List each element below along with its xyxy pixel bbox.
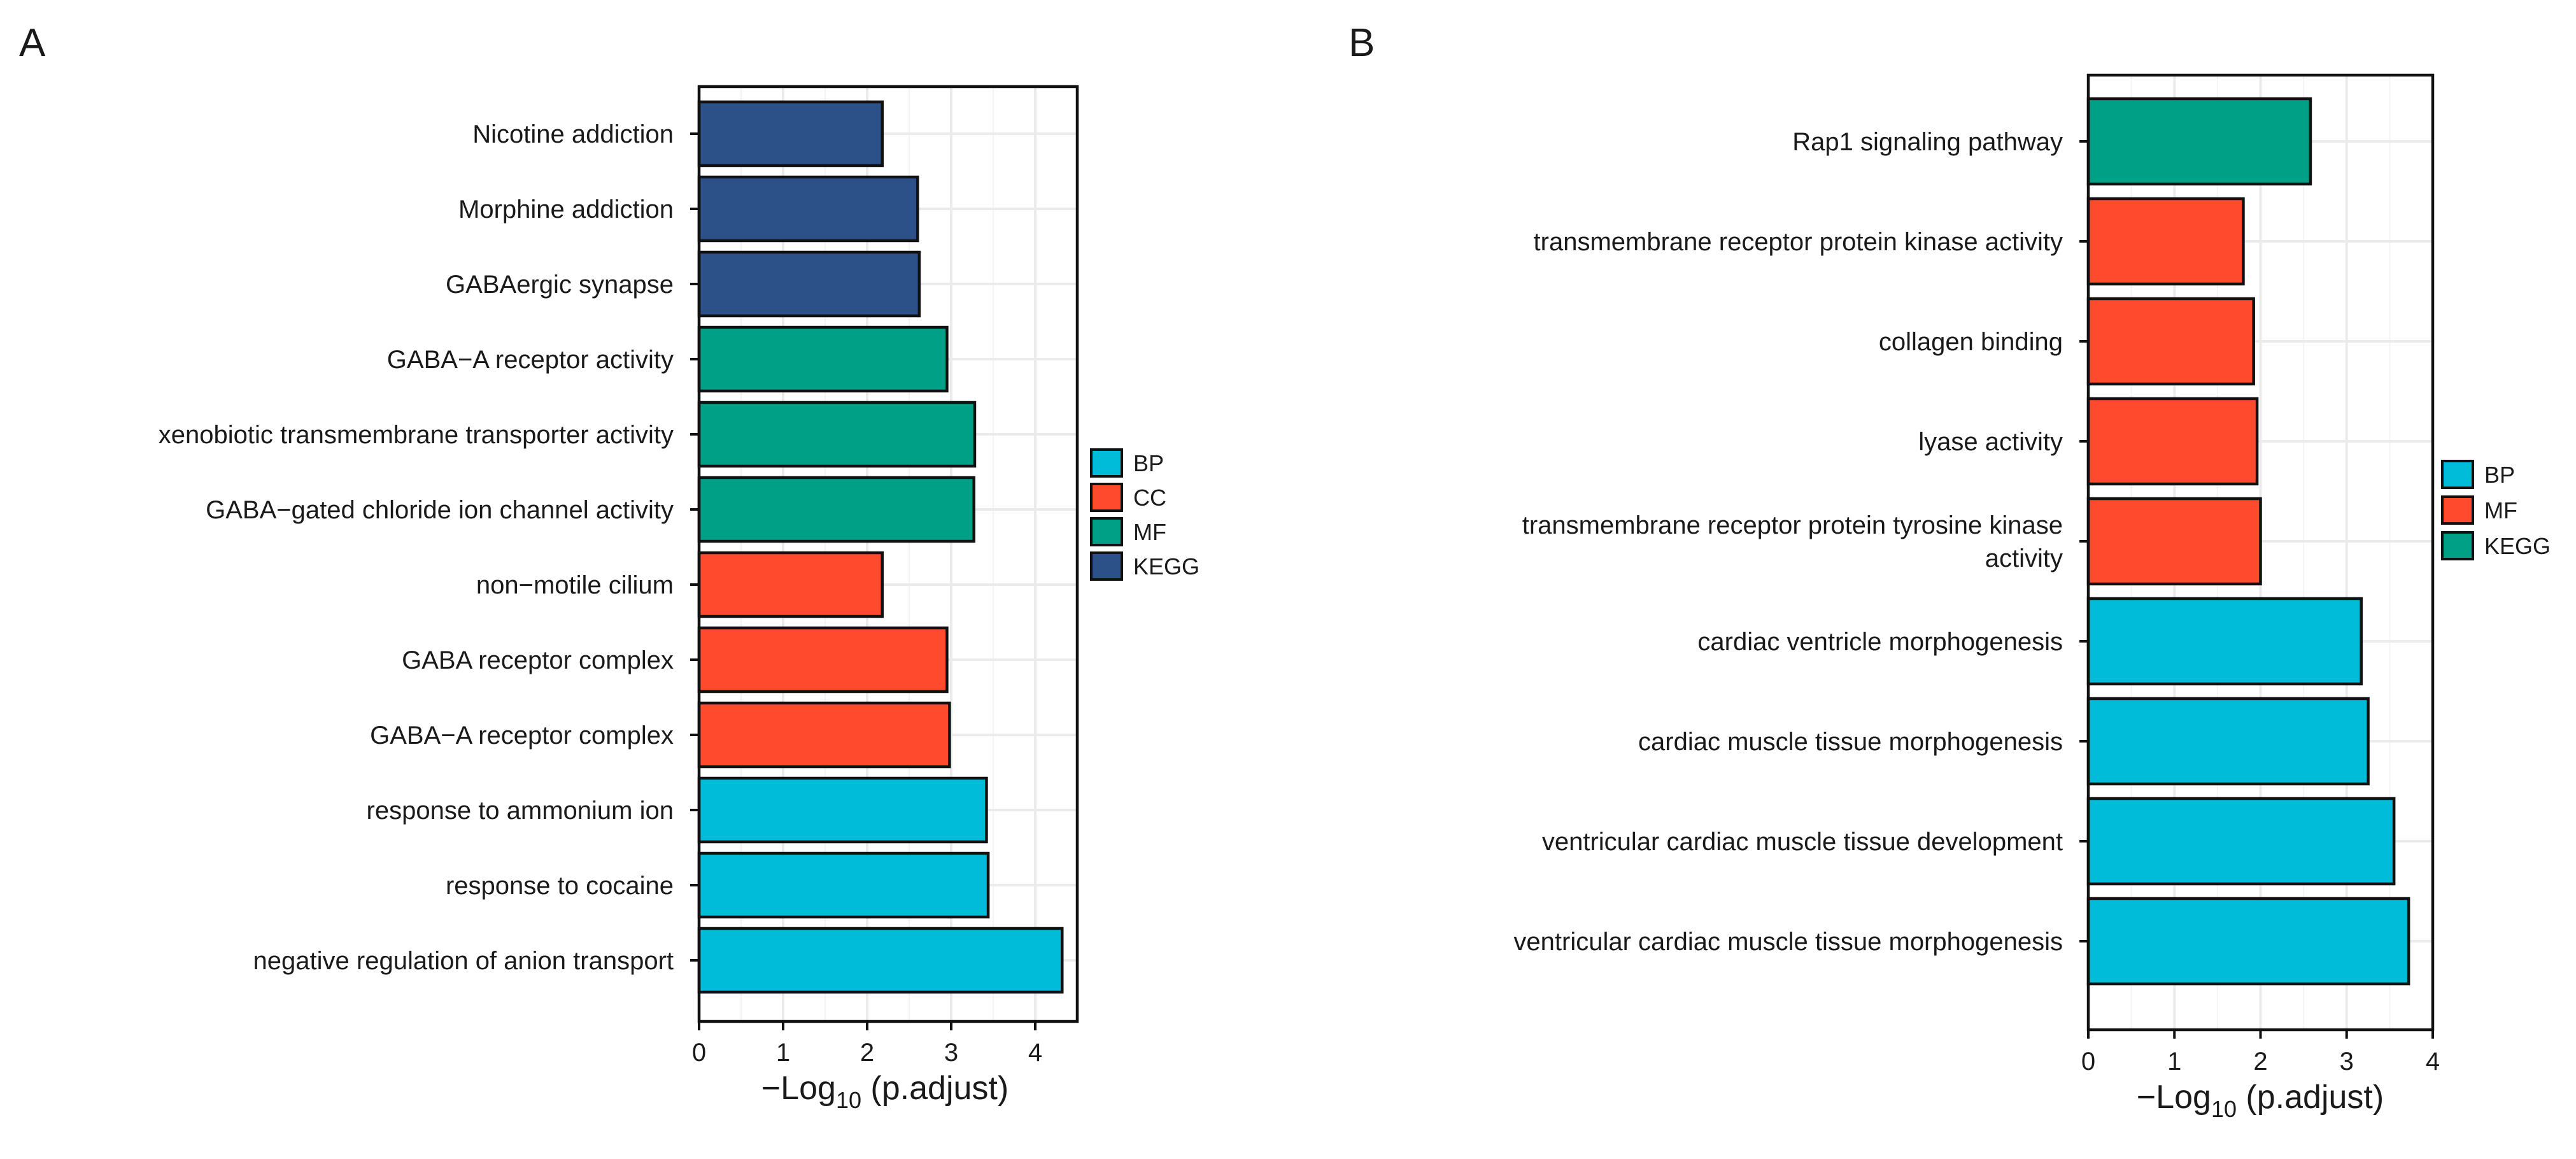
panel-a-category-label: GABA receptor complex <box>402 646 674 674</box>
panel-b-category-labels: Rap1 signaling pathway transmembrane rece… <box>1513 128 2088 956</box>
panel-a-category-label: Nicotine addiction <box>472 120 674 148</box>
panel-b-category-label: cardiac muscle tissue morphogenesis <box>1638 728 2063 756</box>
panel-a-category-label: response to cocaine <box>446 872 674 900</box>
panel-b-x-tick-label: 0 <box>2081 1048 2095 1076</box>
panel-a-x-tick-label: 3 <box>944 1039 958 1067</box>
panel-a-bar <box>697 325 949 393</box>
panel-a-bar <box>697 100 884 167</box>
panel-a-letter: A <box>19 21 46 65</box>
panel-b-category-label: cardiac ventricle morphogenesis <box>1697 628 2063 656</box>
panel-b-category-label: collagen binding <box>1879 328 2063 356</box>
panel-b-legend-label: KEGG <box>2484 533 2551 559</box>
panel-b-x-axis: 0 1 2 3 4 <box>2081 1030 2440 1076</box>
panel-a-legend-label: MF <box>1133 519 1166 545</box>
panel-b-legend: BP MF KEGG <box>2441 460 2551 560</box>
panel-b-bar <box>2086 697 2370 786</box>
panel-b-legend-key <box>2441 531 2474 560</box>
panel-b-x-tick-label: 2 <box>2253 1048 2267 1076</box>
panel-a-bars <box>697 100 1064 994</box>
panel-a-bar <box>697 701 951 769</box>
panel-a-category-label: non−motile cilium <box>476 571 674 599</box>
panel-a-x-axis-title: −Log10 (p.adjust) <box>761 1070 1008 1113</box>
panel-a-category-label: GABA−A receptor activity <box>387 346 674 374</box>
panel-b-bar <box>2086 797 2396 886</box>
panel-a-legend: BP CC MF KEGG <box>1090 448 1200 581</box>
panel-b-x-tick-label: 4 <box>2426 1048 2440 1076</box>
panel-b-legend-label: MF <box>2484 497 2517 523</box>
panel-a-legend-key <box>1090 551 1123 581</box>
panel-a-category-label: xenobiotic transmembrane transporter act… <box>159 421 674 449</box>
panel-a-bar <box>697 476 975 543</box>
panel-a-bar <box>697 401 977 468</box>
panel-a-category-label: Morphine addiction <box>458 196 674 224</box>
panel-a-legend-key <box>1090 448 1123 478</box>
panel-a-category-label: GABAergic synapse <box>446 271 674 299</box>
panel-a-legend-label: KEGG <box>1133 553 1200 580</box>
panel-b-bar <box>2086 297 2255 386</box>
panel-a-x-axis: 0 1 2 3 4 <box>692 1021 1042 1067</box>
panel-b-category-label: lyase activity <box>1918 428 2063 456</box>
panel-a-bar <box>697 626 949 693</box>
panel-a-bar <box>697 175 919 243</box>
panel-a-legend-label: BP <box>1133 450 1164 476</box>
panel-a-legend-label: CC <box>1133 485 1166 511</box>
panel-a-bar <box>697 776 988 844</box>
panel-a-x-tick-label: 0 <box>692 1039 706 1067</box>
panel-b-category-label: ventricular cardiac muscle tissue develo… <box>1542 828 2063 856</box>
panel-a: A Nicotine addiction Morphine addiction GA… <box>19 21 1200 1113</box>
panel-b-x-axis-title: −Log10 (p.adjust) <box>2137 1079 2384 1122</box>
panel-a-category-label: GABA−A receptor complex <box>370 722 674 750</box>
panel-b-letter: B <box>1348 21 1375 65</box>
panel-b-legend-key <box>2441 460 2474 489</box>
panel-b-category-label: transmembrane receptor protein tyrosine … <box>1522 511 2063 572</box>
panel-b-bar <box>2086 97 2312 186</box>
panel-a-bar <box>697 851 990 919</box>
panel-b-bar <box>2086 597 2363 686</box>
panel-a-bar <box>697 927 1064 994</box>
panel-a-x-tick-label: 2 <box>860 1039 874 1067</box>
panel-a-category-label: response to ammonium ion <box>367 797 674 825</box>
panel-a-category-labels: Nicotine addiction Morphine addiction GABA… <box>159 120 699 975</box>
panel-b: B Rap1 signaling pathway transmembrane re… <box>1348 21 2551 1122</box>
panel-a-bar <box>697 551 884 618</box>
panel-b-x-tick-label: 3 <box>2340 1048 2354 1076</box>
panel-b-bar <box>2086 897 2410 986</box>
panel-b-category-label: transmembrane receptor protein kinase ac… <box>1534 228 2063 256</box>
panel-b-bar <box>2086 197 2245 286</box>
panel-a-plot-frame <box>697 85 1079 1023</box>
panel-a-legend-key <box>1090 483 1123 512</box>
panel-a-bar <box>697 250 921 318</box>
panel-b-category-label: ventricular cardiac muscle tissue morpho… <box>1513 928 2063 956</box>
panel-b-legend-key <box>2441 495 2474 525</box>
panel-b-x-tick-label: 1 <box>2167 1048 2181 1076</box>
panel-a-legend-key <box>1090 517 1123 546</box>
panel-b-bar <box>2086 397 2259 486</box>
panel-b-legend-label: BP <box>2484 462 2515 488</box>
panel-a-x-tick-label: 4 <box>1028 1039 1042 1067</box>
panel-a-category-label: negative regulation of anion transport <box>253 947 674 975</box>
panel-a-category-label: GABA−gated chloride ion channel activity <box>206 496 674 524</box>
panel-a-x-tick-label: 1 <box>776 1039 790 1067</box>
panel-b-bars <box>2086 97 2410 986</box>
panel-b-bar <box>2086 497 2262 586</box>
panel-b-category-label: Rap1 signaling pathway <box>1792 128 2063 156</box>
